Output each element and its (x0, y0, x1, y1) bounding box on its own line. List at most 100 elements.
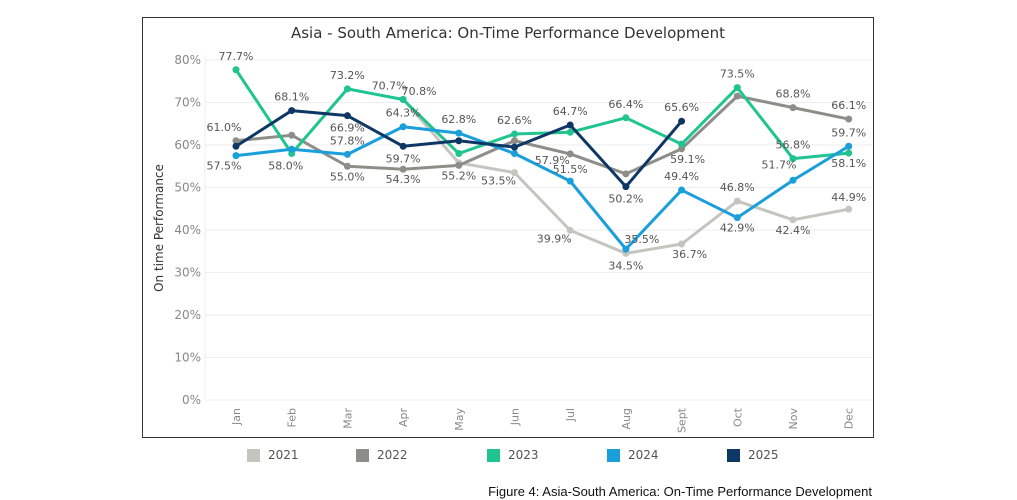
legend-label: 2022 (377, 448, 408, 462)
data-point (789, 104, 797, 112)
data-label: 59.7% (386, 152, 421, 165)
data-label: 61.0% (207, 121, 242, 134)
legend-item-2024[interactable]: 2024 (607, 448, 659, 462)
data-point (455, 161, 463, 169)
data-label: 64.7% (553, 105, 588, 118)
chart-title: Asia - South America: On-Time Performanc… (290, 24, 726, 42)
data-point (232, 142, 240, 150)
data-point (288, 131, 296, 139)
data-point (789, 216, 797, 224)
data-point (733, 84, 741, 92)
data-point (845, 205, 853, 213)
chart-frame (142, 17, 874, 438)
data-point (678, 117, 686, 125)
data-label: 49.4% (664, 170, 699, 183)
data-label: 58.0% (268, 160, 303, 173)
legend-label: 2023 (508, 448, 539, 462)
data-label: 65.6% (664, 101, 699, 114)
data-label: 55.0% (330, 170, 365, 183)
data-label: 35.5% (624, 233, 659, 246)
data-point (511, 130, 518, 138)
data-point (678, 140, 686, 148)
data-point (678, 186, 686, 194)
legend-item-2025[interactable]: 2025 (727, 448, 779, 462)
y-tick-label: 80% (174, 53, 201, 67)
data-point (622, 245, 630, 253)
x-tick-label: May (453, 408, 466, 431)
series-line-2024 (235, 125, 850, 251)
data-point (566, 150, 574, 158)
legend-swatch (487, 448, 500, 462)
y-tick-label: 50% (174, 181, 201, 195)
data-label: 70.7% (372, 80, 407, 93)
data-label: 46.8% (720, 181, 755, 194)
legend-swatch (356, 448, 369, 462)
data-label: 44.9% (831, 191, 866, 204)
data-label: 59.1% (670, 153, 705, 166)
data-point (733, 197, 741, 205)
data-point (511, 169, 518, 177)
figure-caption: Figure 4: Asia-South America: On-Time Pe… (488, 484, 872, 499)
x-tick-label: Dec (843, 408, 856, 429)
data-point (288, 107, 296, 115)
data-point (622, 170, 630, 178)
data-label: 77.7% (219, 50, 254, 63)
x-tick-label: Jul (564, 408, 577, 422)
data-label: 53.5% (481, 175, 516, 188)
legend-label: 2021 (268, 448, 299, 462)
data-label: 51.5% (553, 163, 588, 176)
data-point (511, 150, 518, 157)
y-tick-label: 10% (174, 351, 201, 365)
data-label: 39.9% (537, 232, 572, 245)
data-label: 57.8% (330, 134, 365, 147)
x-tick-label: Feb (286, 408, 299, 427)
data-point (399, 165, 407, 173)
x-tick-label: Jan (230, 408, 243, 426)
data-label: 66.4% (608, 98, 643, 111)
data-label: 57.9% (535, 154, 570, 167)
data-point (733, 214, 741, 222)
data-label: 42.9% (720, 222, 755, 235)
x-tick-label: Oct (731, 407, 744, 427)
y-tick-label: 60% (174, 138, 201, 152)
data-label: 70.8% (402, 85, 437, 98)
y-tick-label: 40% (174, 223, 201, 237)
data-label: 68.8% (776, 88, 811, 101)
data-point (511, 137, 518, 145)
data-label: 51.7% (762, 158, 797, 171)
data-point (399, 96, 407, 104)
data-label: 73.2% (330, 69, 365, 82)
data-label: 59.7% (831, 126, 866, 139)
x-tick-label: Sept (676, 407, 689, 433)
data-point (845, 149, 853, 157)
x-tick-label: Nov (787, 408, 800, 430)
y-axis-ticks: 0% 10% 20% 30% 40% 50% 60% 70% 80% (174, 53, 201, 407)
legend: 2021 2022 2023 2024 2025 (0, 448, 1017, 468)
series-2025 (232, 107, 686, 191)
legend-item-2021[interactable]: 2021 (247, 448, 299, 462)
data-label: 42.4% (776, 224, 811, 237)
legend-swatch (727, 448, 740, 462)
data-label: 34.5% (608, 259, 643, 272)
data-label: 62.6% (497, 114, 532, 127)
series-2024 (232, 123, 853, 253)
data-label: 73.5% (720, 68, 755, 81)
data-label: 64.3% (386, 107, 421, 120)
x-tick-label: Aug (620, 408, 633, 429)
data-label: 62.8% (441, 113, 476, 126)
legend-item-2023[interactable]: 2023 (487, 448, 539, 462)
data-point (678, 240, 686, 248)
data-point (455, 150, 463, 157)
y-axis-title: On time Performance (152, 164, 166, 292)
legend-item-2022[interactable]: 2022 (356, 448, 408, 462)
data-point (789, 176, 797, 184)
data-label: 68.1% (274, 91, 309, 104)
data-point (566, 128, 574, 136)
data-point (232, 137, 240, 145)
data-point (789, 155, 797, 163)
y-tick-label: 0% (182, 393, 201, 407)
y-tick-label: 20% (174, 308, 201, 322)
x-tick-label: Mar (341, 408, 354, 429)
data-point (232, 152, 240, 160)
